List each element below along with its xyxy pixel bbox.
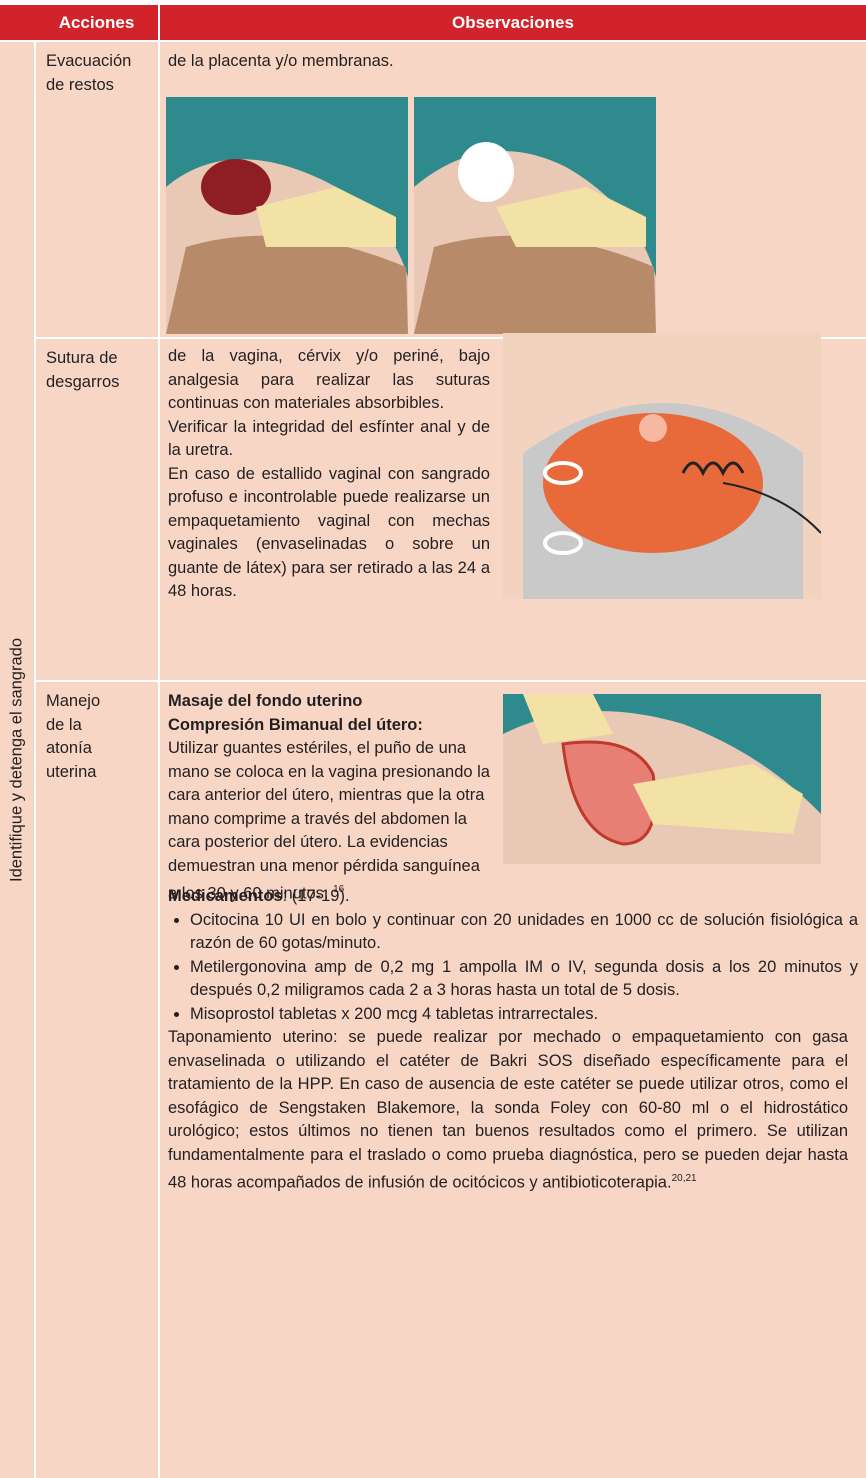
observation-text: de la placenta y/o membranas.	[168, 52, 394, 70]
medication-block: Medicamentos: (17-19). Ocitocina 10 UI e…	[168, 885, 858, 1195]
illustration	[503, 333, 821, 599]
reference: 20,21	[671, 1173, 697, 1184]
observation-cell: de la placenta y/o membranas.	[160, 42, 866, 337]
observation-text: Masaje del fondo uterino Compresión Bima…	[168, 690, 493, 906]
heading: Compresión Bimanual del útero:	[168, 715, 423, 734]
observation-text: de la vagina, cérvix y/o periné, bajo an…	[168, 345, 490, 604]
action: Evacuación de restos	[46, 52, 132, 94]
header-observaciones: Observaciones	[160, 5, 866, 40]
paragraph: de la vagina, cérvix y/o periné, bajo an…	[168, 347, 490, 412]
action-cell: Sutura de desgarros	[36, 339, 158, 680]
paragraph: Verificar la integridad del esfínter ana…	[168, 417, 490, 460]
bullet: Metilergonovina amp de 0,2 mg 1 ampolla …	[190, 956, 858, 1003]
header-acciones: Acciones	[58, 13, 135, 32]
action-cell: Manejo de la atonía uterina	[36, 682, 158, 1478]
action: Manejo de la atonía uterina	[46, 692, 101, 781]
observation-cell: de la vagina, cérvix y/o periné, bajo an…	[160, 333, 866, 680]
medication-label: Medicamentos	[168, 887, 283, 905]
group-label: Identifique y detenga el sangrado	[7, 637, 26, 883]
reference: 16	[333, 884, 345, 895]
bullet: Ocitocina 10 UI en bolo y continuar con …	[190, 909, 858, 956]
observation-cell: Masaje del fondo uterino Compresión Bima…	[160, 682, 866, 1478]
paragraph: Utilizar guantes estériles, el puño de u…	[168, 739, 490, 903]
heading: Masaje del fondo uterino	[168, 692, 363, 710]
bullet-list: Ocitocina 10 UI en bolo y continuar con …	[168, 909, 858, 1027]
illustration	[166, 97, 656, 334]
illustration	[503, 694, 821, 864]
closing-text: Taponamiento uterino: se puede realizar …	[168, 1028, 848, 1192]
header-cell: Acciones	[0, 5, 158, 40]
paragraph: En caso de estallido vaginal con sangrad…	[168, 464, 490, 601]
group-cell: Identifique y detenga el sangrado	[0, 42, 34, 1478]
action-cell: Evacuación de restos	[36, 42, 158, 337]
medication-text: : (17-19).	[282, 887, 350, 905]
action: Sutura de desgarros	[46, 349, 120, 391]
bullet: Misoprostol tabletas x 200 mcg 4 tableta…	[190, 1003, 858, 1027]
